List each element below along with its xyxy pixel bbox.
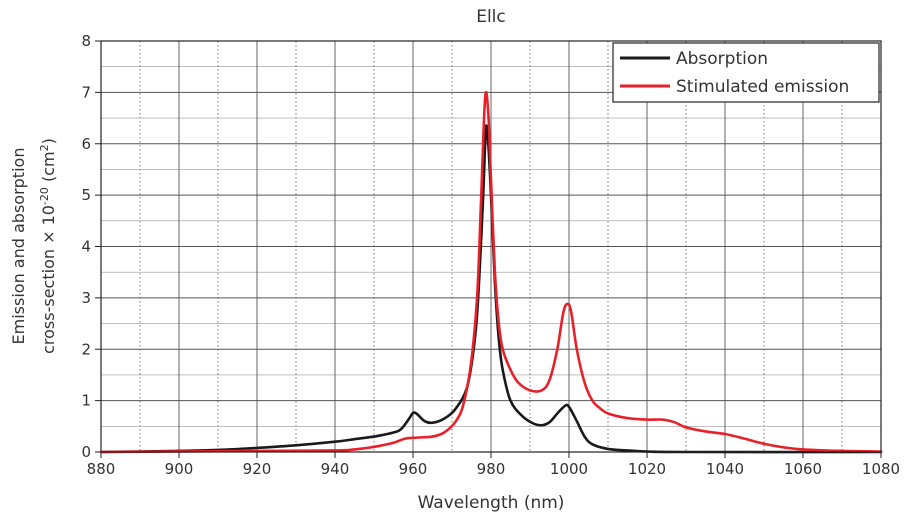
y-axis-label-suffix: (cm <box>39 151 58 187</box>
legend-absorption-label: Absorption <box>676 49 768 69</box>
y-axis-label-prefix: cross-section × 10 <box>39 205 58 354</box>
x-tick-label: 980 <box>477 460 506 478</box>
x-tick-label: 1040 <box>706 460 744 478</box>
x-tick-label: 1060 <box>784 460 822 478</box>
legend-emission-label: Stimulated emission <box>676 77 849 97</box>
y-tick-label: 8 <box>81 32 91 50</box>
y-axis-label-unit-exponent: 2 <box>38 144 51 151</box>
x-tick-label: 960 <box>399 460 428 478</box>
y-axis-label-line1: Emission and absorption <box>9 148 28 345</box>
grid-layer <box>101 41 881 452</box>
y-tick-label: 6 <box>81 135 91 153</box>
y-axis-label-exponent: -20 <box>38 187 51 205</box>
y-axis-label-close: ) <box>39 138 58 144</box>
legend-box <box>612 42 880 103</box>
x-tick-label: 1020 <box>628 460 666 478</box>
x-tick-label: 1080 <box>862 460 900 478</box>
y-tick-label: 5 <box>81 186 91 204</box>
tick-layer: 880 900 920 940 960 980 1000 1020 1040 1060 1080 0 1… <box>81 32 900 478</box>
legend: Absorption Stimulated emission <box>612 42 880 103</box>
y-tick-label: 4 <box>81 238 91 256</box>
y-tick-label: 7 <box>81 83 91 101</box>
x-tick-label: 920 <box>243 460 272 478</box>
y-tick-label: 0 <box>81 443 91 461</box>
y-tick-label: 2 <box>81 340 91 358</box>
y-tick-label: 3 <box>81 289 91 307</box>
x-tick-label: 1000 <box>550 460 588 478</box>
y-tick-label: 1 <box>81 392 91 410</box>
plot-frame <box>100 40 882 453</box>
chart-title: Ellc <box>476 7 506 27</box>
x-tick-label: 880 <box>87 460 116 478</box>
x-axis-label: Wavelength (nm) <box>418 493 565 513</box>
series-layer <box>99 90 883 454</box>
y-axis-label-line2: cross-section × 10-20 (cm2) <box>38 138 58 354</box>
absorption-line <box>99 124 883 454</box>
x-tick-label: 940 <box>321 460 350 478</box>
stimulated-emission-line <box>99 90 883 454</box>
x-tick-label: 900 <box>165 460 194 478</box>
